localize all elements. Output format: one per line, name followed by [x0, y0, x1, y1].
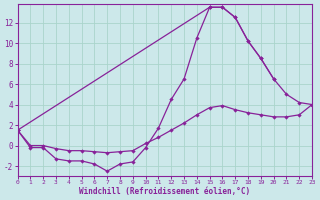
X-axis label: Windchill (Refroidissement éolien,°C): Windchill (Refroidissement éolien,°C) — [79, 187, 250, 196]
